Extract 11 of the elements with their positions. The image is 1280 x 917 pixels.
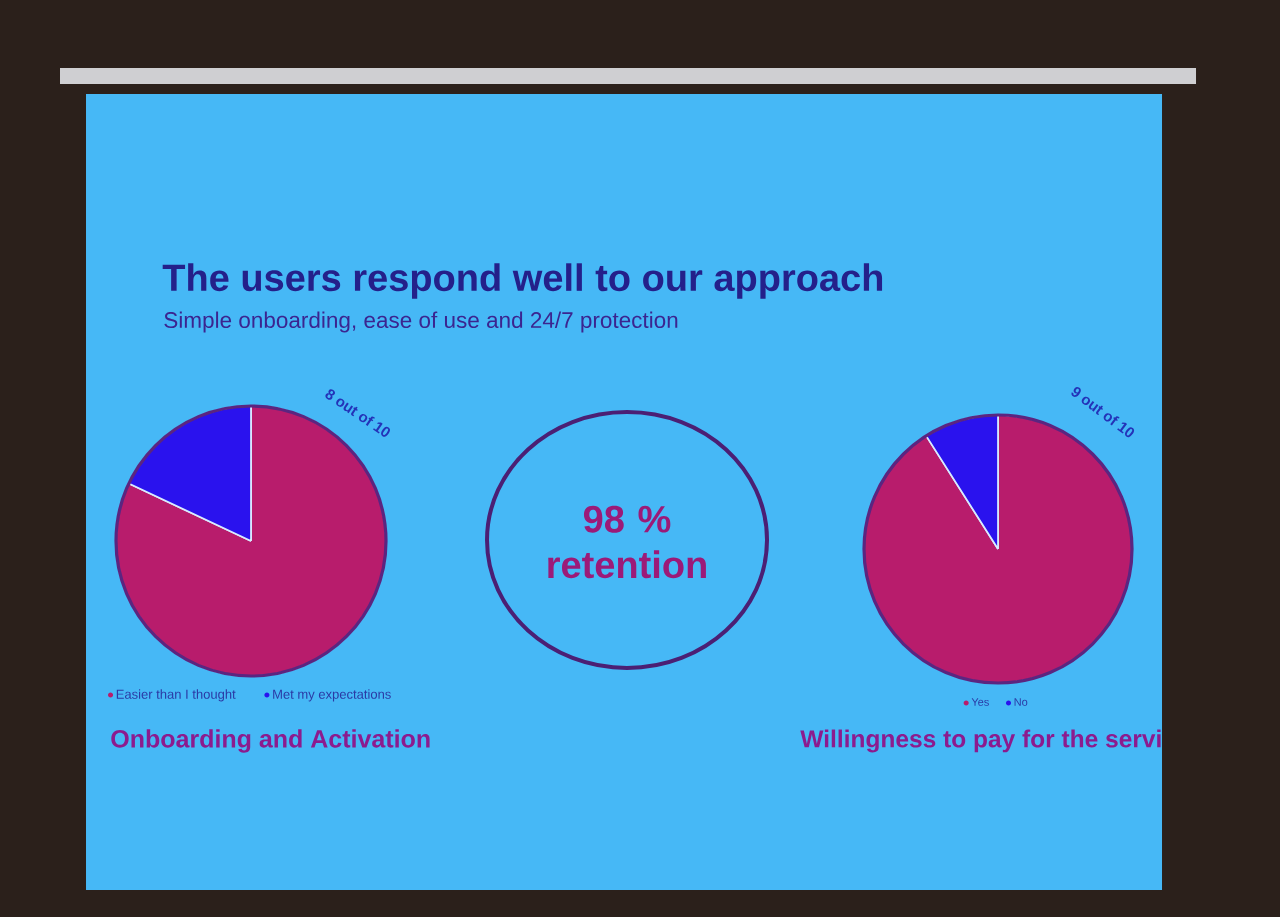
legend-label: Easier than I thought [116, 689, 236, 702]
legend-label: Met my expectations [273, 689, 391, 702]
text: The users respond well to our approach [162, 263, 883, 299]
text: Onboarding and Activation [111, 729, 430, 753]
text: 98 % retention [548, 505, 706, 579]
text: 9 out of 10 [1071, 386, 1135, 438]
text: Simple onboarding, ease of use and 24/7 protection [164, 311, 678, 333]
text: 8 out of 10 [325, 389, 390, 437]
legend-label: No [1014, 698, 1028, 706]
legend-label: Yes [971, 698, 989, 706]
text: Willingness to pay for the servi [800, 729, 1161, 753]
